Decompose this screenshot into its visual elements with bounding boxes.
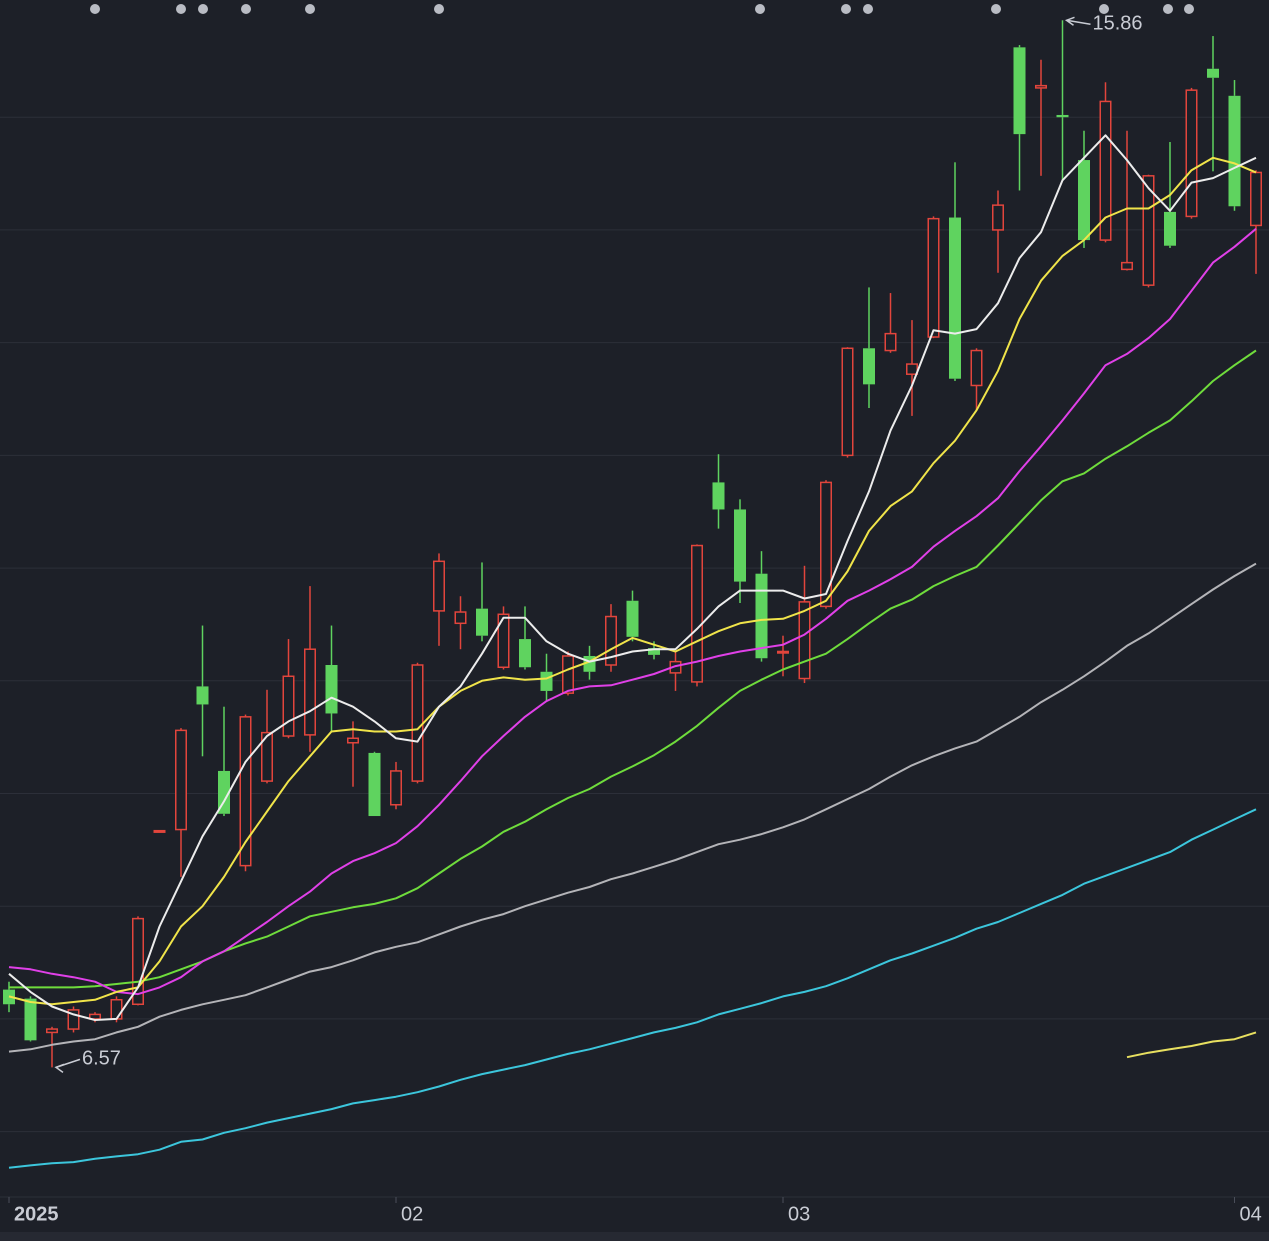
candle-body: [110, 999, 123, 1020]
candle-body: [67, 1009, 80, 1030]
candle-body: [1207, 68, 1219, 78]
x-tick-label: 04: [1240, 1203, 1262, 1225]
candle-body: [777, 650, 789, 654]
candle-body: [841, 347, 854, 457]
event-marker: [1163, 4, 1173, 14]
candle-body: [1078, 160, 1090, 241]
x-tick-label: 02: [401, 1203, 423, 1225]
event-marker: [90, 4, 100, 14]
candle-body: [519, 639, 531, 668]
event-marker: [991, 4, 1001, 14]
candle-body: [1013, 47, 1026, 135]
candle-body: [863, 348, 875, 385]
candle-body: [927, 217, 940, 338]
candle-body: [1228, 95, 1241, 207]
candle-body: [282, 675, 295, 737]
event-marker: [755, 4, 765, 14]
x-tick-label: 03: [788, 1203, 810, 1225]
candle-body: [24, 998, 37, 1041]
candle-body: [46, 1028, 58, 1034]
annotation-label: 15.86: [1093, 13, 1143, 35]
candle-body: [368, 752, 381, 817]
candle-body: [949, 217, 961, 379]
candle-body: [89, 1013, 101, 1020]
annotation-label: 6.57: [82, 1048, 121, 1070]
ma-line: [8, 562, 1257, 1053]
candle-body: [712, 482, 725, 510]
ma-line: [8, 134, 1257, 1021]
candle-body: [605, 615, 617, 666]
ma-line: [8, 808, 1257, 1169]
candle-body: [734, 509, 746, 582]
event-marker: [1099, 4, 1109, 14]
bottom-bar: [0, 1232, 1269, 1241]
candle-body: [1185, 89, 1198, 218]
candle-body: [691, 544, 703, 683]
candle-body: [1164, 211, 1176, 246]
candle-body: [562, 655, 574, 694]
candle-body: [304, 648, 316, 736]
candle-body: [1099, 100, 1112, 241]
candle-body: [153, 829, 166, 833]
candle-body: [626, 600, 639, 637]
candle-body: [1142, 175, 1155, 286]
annotation-arrow: [1066, 19, 1091, 26]
candle-body: [433, 560, 445, 612]
x-tick-label: 2025: [14, 1203, 59, 1225]
candle-body: [884, 332, 897, 352]
candle-body: [1056, 114, 1069, 118]
ma-line: [1126, 1031, 1257, 1059]
grid: [0, 116, 1269, 1133]
candle-body: [196, 686, 209, 705]
candle-body: [239, 716, 252, 867]
candle-body: [798, 601, 811, 680]
ma-lines: [8, 134, 1257, 1169]
candle-body: [970, 349, 983, 387]
candle-body: [1035, 84, 1047, 89]
candle-body: [820, 481, 832, 608]
event-marker: [198, 4, 208, 14]
event-marker: [305, 4, 315, 14]
event-marker: [434, 4, 444, 14]
candles: [3, 20, 1262, 1068]
event-marker: [176, 4, 186, 14]
candle-body: [218, 770, 230, 814]
candle-body: [476, 608, 488, 636]
ma-line: [8, 228, 1257, 996]
candle-body: [411, 664, 424, 782]
candle-body: [992, 204, 1004, 231]
candle-body: [175, 729, 187, 831]
event-marker: [1184, 4, 1194, 14]
annotation-arrowhead: [1064, 16, 1075, 26]
event-markers: [90, 4, 1194, 14]
event-marker: [863, 4, 873, 14]
event-marker: [841, 4, 851, 14]
candle-body: [755, 573, 768, 659]
candle-body: [906, 363, 918, 375]
candle-body: [390, 770, 402, 806]
candle-body: [540, 671, 553, 691]
candle-body: [132, 917, 144, 1006]
event-marker: [241, 4, 251, 14]
candle-body: [261, 731, 273, 782]
candle-body: [648, 648, 660, 655]
candle-body: [347, 737, 359, 744]
candle-body: [497, 613, 510, 669]
candle-body: [1121, 261, 1133, 271]
candle-body: [454, 611, 467, 625]
ma-line: [8, 156, 1257, 1006]
candle-body: [325, 665, 338, 714]
annotation-arrowhead: [54, 1063, 65, 1073]
candle-body: [1250, 171, 1262, 227]
